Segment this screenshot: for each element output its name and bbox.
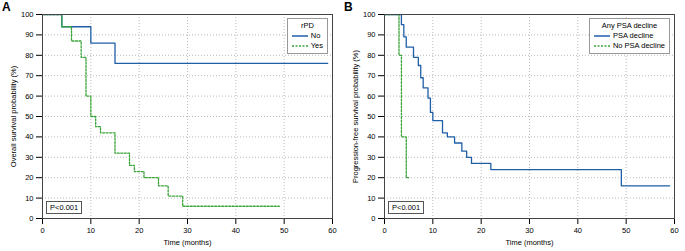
svg-text:10: 10 bbox=[367, 194, 375, 203]
svg-text:40: 40 bbox=[232, 226, 240, 235]
svg-text:10: 10 bbox=[429, 226, 437, 235]
svg-text:30: 30 bbox=[525, 226, 533, 235]
svg-text:Time (months): Time (months) bbox=[505, 238, 554, 247]
svg-text:60: 60 bbox=[25, 92, 33, 101]
svg-text:20: 20 bbox=[367, 173, 375, 182]
svg-text:0: 0 bbox=[40, 226, 44, 235]
svg-text:Progression-free survival prob: Progression-free survival probability (%… bbox=[351, 50, 360, 183]
svg-text:80: 80 bbox=[367, 51, 375, 60]
svg-text:80: 80 bbox=[25, 51, 33, 60]
html-text:rPD: rPD bbox=[300, 21, 314, 30]
svg-text:10: 10 bbox=[87, 226, 95, 235]
svg-text:10: 10 bbox=[25, 194, 33, 203]
svg-text:50: 50 bbox=[367, 112, 375, 121]
svg-text:60: 60 bbox=[328, 226, 336, 235]
svg-text:20: 20 bbox=[477, 226, 485, 235]
svg-text:50: 50 bbox=[280, 226, 288, 235]
html-text:P<0.001: P<0.001 bbox=[50, 203, 79, 212]
svg-text:0: 0 bbox=[382, 226, 386, 235]
html-text:A: A bbox=[2, 0, 11, 14]
svg-text:100: 100 bbox=[21, 10, 34, 19]
html-text:No PSA decline: No PSA decline bbox=[612, 41, 665, 50]
svg-text:20: 20 bbox=[25, 173, 33, 182]
svg-text:100: 100 bbox=[363, 10, 376, 19]
html-text:Yes: Yes bbox=[310, 41, 323, 50]
svg-text:Time (months): Time (months) bbox=[163, 238, 212, 247]
svg-text:30: 30 bbox=[25, 153, 33, 162]
svg-text:70: 70 bbox=[25, 71, 33, 80]
svg-text:90: 90 bbox=[367, 30, 375, 39]
svg-text:30: 30 bbox=[183, 226, 191, 235]
svg-text:70: 70 bbox=[367, 71, 375, 80]
svg-text:30: 30 bbox=[367, 153, 375, 162]
svg-text:40: 40 bbox=[574, 226, 582, 235]
html-text:P<0.001: P<0.001 bbox=[392, 203, 421, 212]
html-text:Any PSA decline: Any PSA decline bbox=[601, 21, 658, 30]
svg-text:90: 90 bbox=[25, 30, 33, 39]
svg-text:50: 50 bbox=[622, 226, 630, 235]
html-text:No: No bbox=[310, 31, 321, 40]
svg-text:40: 40 bbox=[367, 132, 375, 141]
svg-text:60: 60 bbox=[670, 226, 678, 235]
svg-text:50: 50 bbox=[25, 112, 33, 121]
svg-text:60: 60 bbox=[367, 92, 375, 101]
svg-text:40: 40 bbox=[25, 132, 33, 141]
html-text:B: B bbox=[344, 0, 353, 14]
svg-text:20: 20 bbox=[135, 226, 143, 235]
svg-text:0: 0 bbox=[29, 214, 33, 223]
html-text:PSA decline: PSA decline bbox=[612, 31, 654, 40]
svg-text:Overall survival probability (: Overall survival probability (%) bbox=[9, 65, 18, 167]
svg-text:0: 0 bbox=[371, 214, 375, 223]
